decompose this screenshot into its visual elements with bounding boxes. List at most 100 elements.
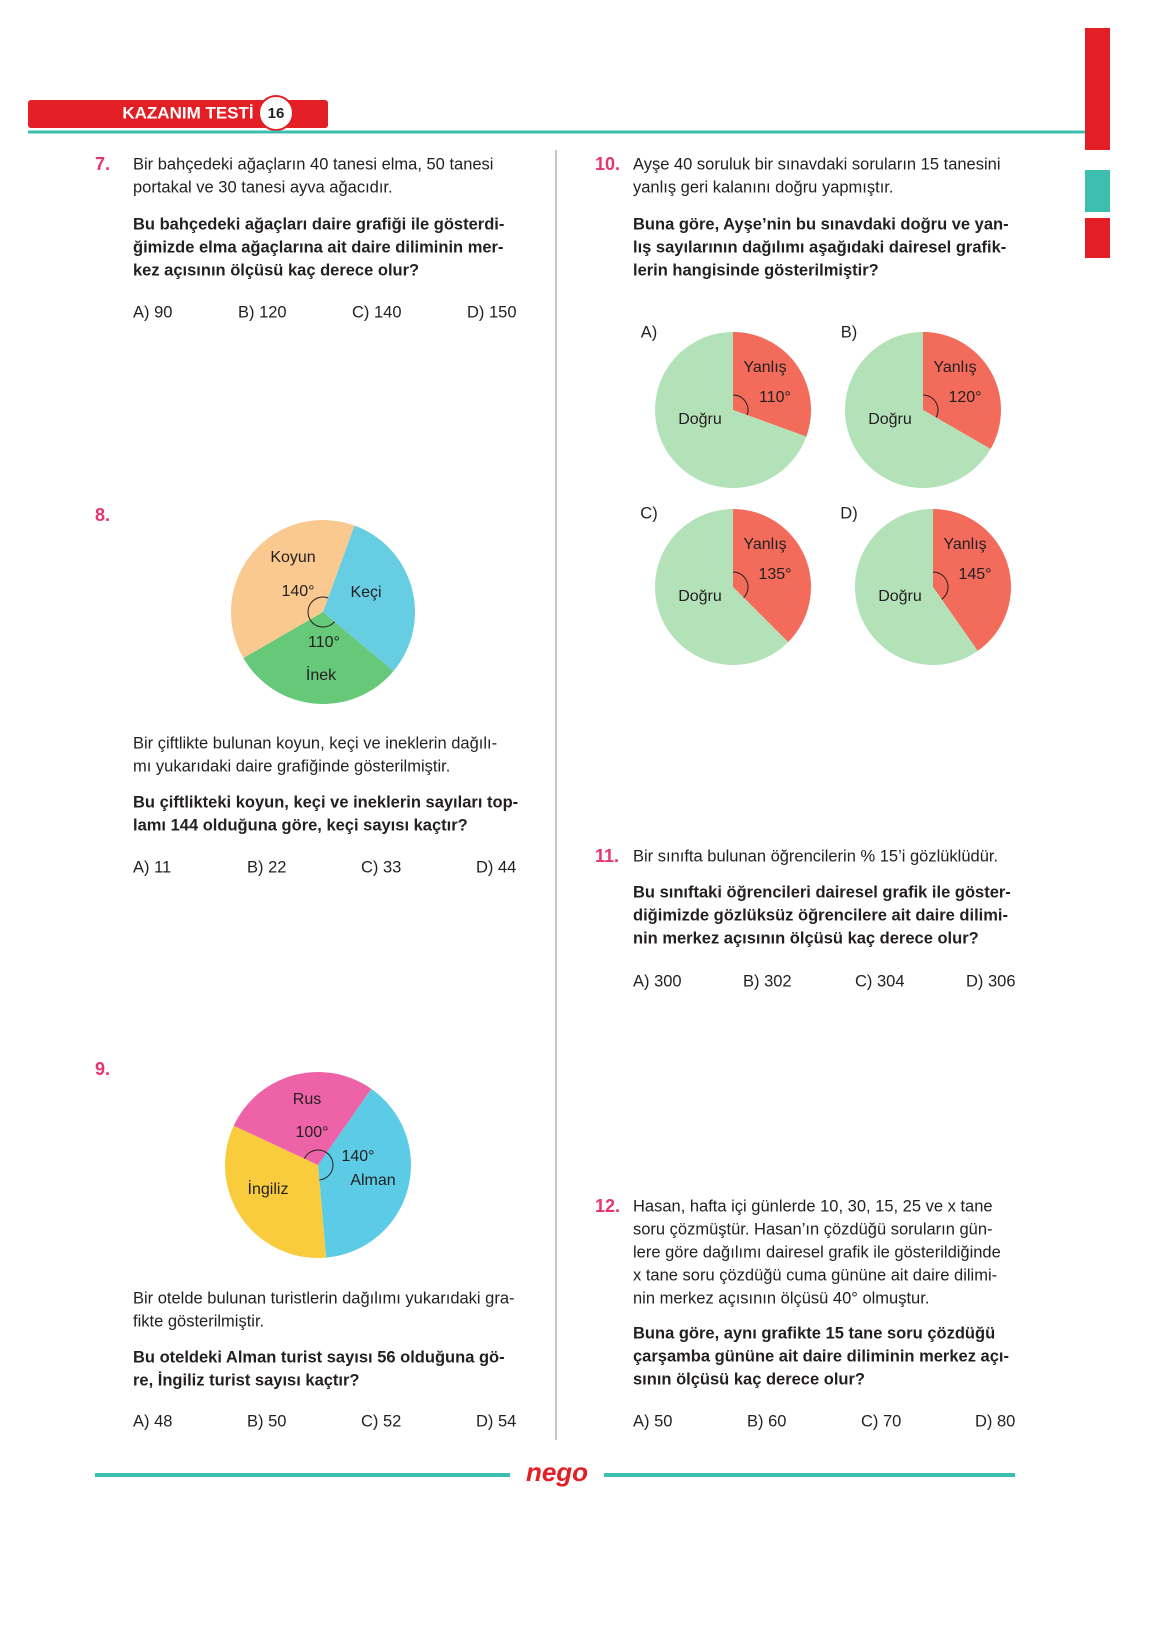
angle-marker — [307, 596, 329, 620]
question-text: Bir çiftlikte bulunan koyun, keçi ve ine… — [133, 734, 497, 752]
footer-logo-bg — [510, 1460, 604, 1490]
question-prompt: kez açısının ölçüsü kaç derece olur? — [133, 261, 419, 279]
question-number: 12. — [595, 1196, 620, 1216]
answer-option: B) 22 — [247, 858, 286, 876]
answer-option: C) 52 — [361, 1412, 401, 1430]
question-text: Ayşe 40 soruluk bir sınavdaki soruların … — [633, 155, 1000, 173]
header-band — [28, 100, 328, 128]
slice-name: Yanlış — [743, 359, 786, 376]
answer-option: A) 11 — [133, 858, 171, 876]
answer-option: A) — [641, 323, 658, 341]
answer-option: C) 304 — [855, 972, 905, 990]
angle-marker — [932, 571, 949, 600]
slice-name: Yanlış — [943, 536, 986, 553]
question-prompt: diğimizde gözlüksüz öğrencilere ait dair… — [633, 906, 1008, 924]
question-prompt: nin merkez açısının ölçüsü kaç derece ol… — [633, 929, 979, 947]
angle-marker — [732, 394, 749, 416]
answer-option: A) 50 — [633, 1412, 672, 1430]
slice-name: İnek — [306, 665, 337, 684]
question-prompt: lerin hangisinde gösterilmiştir? — [633, 261, 879, 279]
question-text: portakal ve 30 tanesi ayva ağacıdır. — [133, 178, 393, 196]
answer-option: C) 70 — [861, 1412, 901, 1430]
pie-slice — [933, 509, 1012, 651]
answer-option: B) — [841, 323, 858, 341]
slice-name: Doğru — [678, 588, 722, 605]
question-text: x tane soru çözdüğü cuma gününe ait dair… — [633, 1266, 997, 1284]
angle-label: 100° — [295, 1124, 328, 1141]
answer-option: D) 54 — [476, 1412, 516, 1430]
question-text: fikte gösterilmiştir. — [133, 1312, 264, 1330]
question-text: nin merkez açısının ölçüsü 40° olmuştur. — [633, 1289, 929, 1307]
slice-name: Koyun — [270, 549, 315, 566]
angle-label: 145° — [958, 566, 991, 583]
slice-name: Yanlış — [743, 536, 786, 553]
question-prompt: Buna göre, Ayşe’nin bu sınavdaki doğru v… — [633, 215, 1009, 233]
side-tab — [1085, 218, 1110, 258]
slice-name: Doğru — [868, 411, 912, 428]
angle-marker — [319, 1152, 334, 1181]
header-badge — [258, 95, 294, 131]
question-number: 8. — [95, 505, 110, 525]
question-text: Hasan, hafta içi günlerde 10, 30, 15, 25… — [633, 1197, 993, 1215]
pie-slice — [655, 332, 807, 488]
angle-marker — [732, 571, 749, 598]
angle-label: 120° — [948, 389, 981, 406]
answer-option: B) 302 — [743, 972, 792, 990]
pie-slice — [233, 1072, 372, 1165]
question-number: 9. — [95, 1059, 110, 1079]
side-tab — [1085, 28, 1110, 150]
question-prompt: ğimizde elma ağaçlarına ait daire dilimi… — [133, 238, 503, 256]
pie-slice — [318, 1088, 411, 1258]
pie-slice — [655, 509, 789, 665]
slice-name: Yanlış — [933, 359, 976, 376]
pie-slice — [733, 509, 812, 643]
angle-marker — [922, 394, 939, 418]
header-title: KAZANIM TESTİ — [122, 103, 253, 122]
question-prompt: sının ölçüsü kaç derece olur? — [633, 1370, 865, 1388]
question-text: lere göre dağılımı dairesel grafik ile g… — [633, 1243, 1001, 1261]
angle-label: 140° — [281, 583, 314, 600]
slice-name: Rus — [293, 1091, 321, 1108]
question-prompt: Bu çiftlikteki koyun, keçi ve ineklerin … — [133, 793, 518, 811]
question-prompt: çarşamba gününe ait daire diliminin merk… — [633, 1347, 1009, 1365]
question-number: 11. — [595, 846, 619, 866]
question-prompt: Bu oteldeki Alman turist sayısı 56 olduğ… — [133, 1348, 505, 1366]
slice-name: İngiliz — [248, 1179, 289, 1198]
question-prompt: Bu sınıftaki öğrencileri dairesel grafik… — [633, 883, 1011, 901]
answer-option: D) — [840, 504, 857, 522]
answer-option: A) 300 — [633, 972, 682, 990]
pie-slice — [845, 332, 991, 488]
pie-slice — [323, 525, 415, 672]
pie-slice — [733, 332, 811, 437]
answer-option: A) 90 — [133, 303, 172, 321]
pie-slice — [855, 509, 978, 665]
answer-option: C) — [640, 504, 657, 522]
answer-option: D) 306 — [966, 972, 1016, 990]
angle-marker — [303, 1149, 327, 1159]
answer-option: D) 80 — [975, 1412, 1015, 1430]
pie-slice — [231, 520, 355, 658]
question-text: Bir sınıfta bulunan öğrencilerin % 15’i … — [633, 847, 998, 865]
answer-option: B) 120 — [238, 303, 287, 321]
question-text: mı yukarıdaki daire grafiğinde gösterilm… — [133, 757, 450, 775]
question-number: 10. — [595, 154, 620, 174]
answer-option: D) 150 — [467, 303, 517, 321]
question-text: soru çözmüştür. Hasan’ın çözdüğü sorular… — [633, 1220, 993, 1238]
pie-slice — [225, 1125, 327, 1258]
answer-option: C) 33 — [361, 858, 401, 876]
pie-slice — [923, 332, 1002, 449]
slice-name: Keçi — [350, 584, 381, 601]
question-prompt: lış sayılarının dağılımı aşağıdaki daire… — [633, 238, 1006, 256]
footer-logo: nego — [526, 1457, 588, 1487]
question-text: Bir otelde bulunan turistlerin dağılımı … — [133, 1289, 515, 1307]
angle-marker — [309, 619, 335, 628]
question-prompt: re, İngiliz turist sayısı kaçtır? — [133, 1371, 360, 1389]
angle-label: 135° — [758, 566, 791, 583]
answer-option: B) 60 — [747, 1412, 786, 1430]
answer-option: C) 140 — [352, 303, 402, 321]
slice-name: Doğru — [678, 411, 722, 428]
answer-option: D) 44 — [476, 858, 516, 876]
pie-slice — [243, 612, 394, 704]
question-prompt: Buna göre, aynı grafikte 15 tane soru çö… — [633, 1324, 995, 1342]
